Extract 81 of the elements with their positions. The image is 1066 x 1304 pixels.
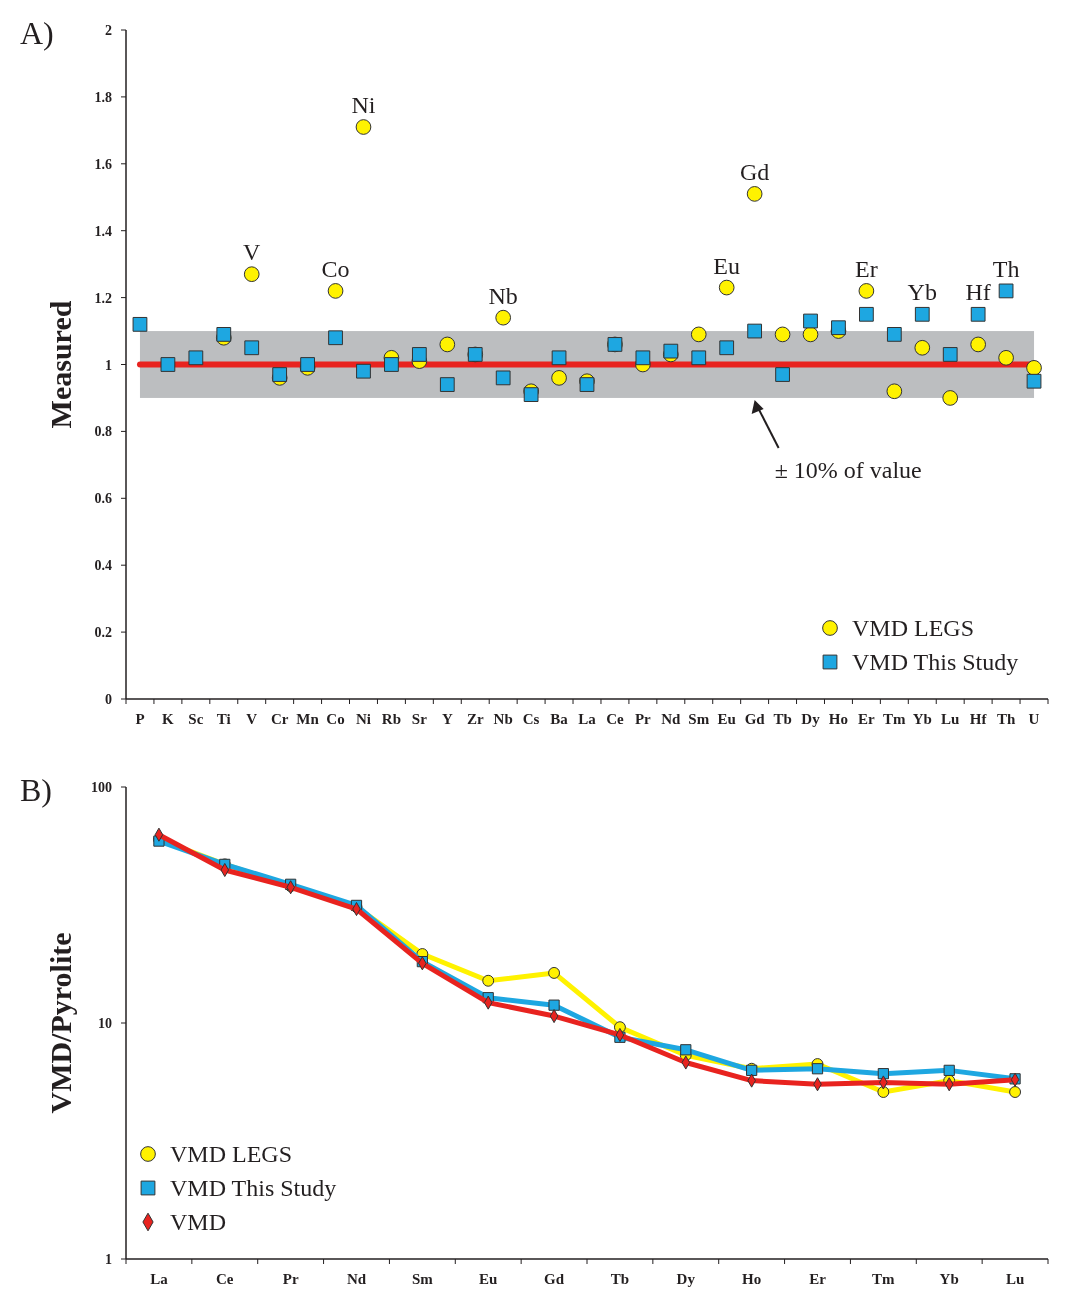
- x-tick-label: Lu: [1005, 1271, 1025, 1287]
- chart-title: B): [20, 772, 52, 808]
- annotation: Ni: [351, 92, 376, 118]
- y-tick-label: 1.8: [94, 89, 112, 105]
- y-tick-label: 1: [105, 1252, 112, 1267]
- legend-label: VMD LEGS: [170, 1141, 293, 1167]
- x-tick-label: V: [246, 711, 258, 727]
- legend-label: VMD This Study: [170, 1175, 337, 1201]
- x-tick-label: U: [1028, 711, 1040, 727]
- x-tick-label: Cs: [522, 711, 540, 727]
- annotation: Co: [321, 255, 350, 282]
- x-tick-label: Tm: [883, 711, 907, 727]
- y-tick-label: 1.6: [94, 156, 112, 172]
- x-tick-label: Ce: [606, 711, 625, 727]
- x-tick-label: Hf: [969, 711, 988, 727]
- x-tick-label: Tb: [610, 1271, 630, 1287]
- annotation: Th: [992, 255, 1020, 282]
- x-tick-label: Nb: [493, 711, 513, 727]
- x-tick-label: Dy: [801, 711, 821, 727]
- annotation: V: [243, 239, 262, 266]
- x-tick-label: Ba: [550, 711, 569, 727]
- y-tick-label: 100: [91, 780, 112, 795]
- annotation: Hf: [965, 279, 991, 306]
- x-tick-label: P: [135, 711, 145, 727]
- x-tick-label: Gd: [544, 1271, 565, 1287]
- x-tick-label: Zr: [466, 711, 484, 727]
- x-tick-label: Sr: [411, 711, 428, 727]
- x-tick-label: Th: [996, 711, 1016, 727]
- x-tick-label: Yb: [939, 1271, 959, 1287]
- y-tick-label: 0.2: [94, 625, 112, 641]
- x-tick-label: Sm: [688, 711, 710, 727]
- x-tick-label: Er: [809, 1271, 827, 1287]
- y-tick-label: 1.4: [94, 223, 112, 239]
- x-tick-label: Lu: [941, 711, 960, 727]
- y-tick-label: 0.4: [94, 558, 112, 574]
- y-tick-label: 2: [105, 23, 112, 38]
- x-tick-label: La: [150, 1271, 169, 1287]
- y-tick-label: 0.8: [94, 424, 112, 440]
- x-tick-label: Rb: [381, 711, 402, 727]
- x-tick-label: K: [162, 711, 175, 727]
- x-tick-label: La: [578, 711, 597, 727]
- y-tick-label: 1.2: [94, 290, 112, 306]
- x-tick-label: Sm: [411, 1271, 434, 1287]
- x-tick-label: Co: [326, 711, 345, 727]
- x-tick-label: Er: [858, 711, 876, 727]
- annotation: Yb: [907, 279, 937, 306]
- x-tick-label: Eu: [717, 711, 736, 727]
- legend-label: VMD LEGS: [852, 615, 975, 641]
- x-tick-label: Sc: [188, 711, 204, 727]
- y-axis-title: VMD/Pyrolite: [44, 932, 77, 1114]
- x-tick-label: Nd: [661, 711, 682, 727]
- x-tick-label: Y: [441, 711, 453, 727]
- chart-title: A): [20, 15, 54, 51]
- legend-label: VMD: [170, 1209, 227, 1235]
- x-tick-label: Dy: [676, 1271, 696, 1287]
- x-tick-label: Tb: [773, 711, 792, 727]
- x-tick-label: Ho: [828, 711, 849, 727]
- annotation: ± 10% of value: [774, 456, 922, 483]
- y-axis-title: Measured: [44, 300, 77, 429]
- annotation: Eu: [713, 252, 741, 279]
- x-tick-label: Gd: [744, 711, 766, 727]
- x-tick-label: Nd: [346, 1271, 367, 1287]
- annotation: Nb: [488, 282, 518, 309]
- annotation: Gd: [739, 158, 770, 185]
- x-tick-label: Ho: [742, 1271, 762, 1287]
- annotation: Er: [855, 255, 878, 282]
- x-tick-label: Mn: [296, 711, 320, 727]
- y-tick-label: 1: [105, 357, 112, 373]
- x-tick-label: Ni: [355, 711, 371, 727]
- legend-label: VMD This Study: [852, 649, 1019, 675]
- y-tick-label: 0: [105, 692, 112, 707]
- y-tick-label: 0.6: [94, 491, 112, 507]
- x-tick-label: Tm: [872, 1271, 896, 1287]
- y-tick-label: 10: [98, 1016, 112, 1031]
- x-tick-label: Ce: [216, 1271, 234, 1287]
- x-tick-label: Eu: [479, 1271, 498, 1287]
- x-tick-label: Yb: [912, 711, 932, 727]
- x-tick-label: Pr: [282, 1271, 299, 1287]
- x-tick-label: Pr: [634, 711, 652, 727]
- x-tick-label: Ti: [216, 711, 231, 727]
- x-tick-label: Cr: [270, 711, 289, 727]
